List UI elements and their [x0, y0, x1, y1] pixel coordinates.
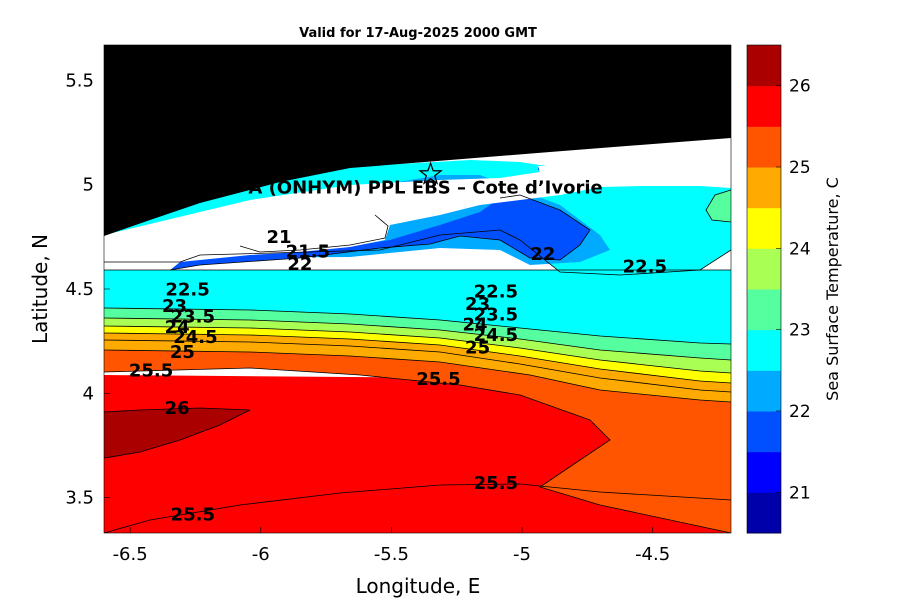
land-mass — [104, 45, 731, 236]
colorbar-swatch — [747, 289, 781, 331]
colorbar-swatch — [747, 411, 781, 453]
contour-label: 23.5 — [474, 304, 518, 325]
colorbar-tick-label: 23 — [789, 321, 811, 341]
colorbar-tick-label: 25 — [789, 158, 811, 178]
site-star-icon — [418, 161, 443, 185]
y-tick-label: 5 — [83, 175, 94, 196]
x-axis: -6.5 -6 -5.5 -5 -4.5 — [113, 527, 670, 565]
contour-label: 25 — [465, 338, 490, 359]
contour-label: 24.5 — [474, 325, 518, 346]
contour-label: 25.5 — [129, 361, 173, 382]
x-tick-label: -6 — [252, 544, 270, 565]
x-tick-label: -6.5 — [113, 544, 148, 565]
y-tick-label: 4.5 — [65, 279, 94, 300]
colorbar-swatch — [747, 370, 781, 412]
contour-label: 25 — [170, 342, 195, 363]
contour-label: 24.5 — [173, 327, 217, 348]
colorbar-swatch — [747, 167, 781, 209]
colorbar-tick-label: 24 — [789, 239, 811, 259]
x-tick-label: -4.5 — [635, 544, 670, 565]
contour-label: 22.5 — [623, 256, 667, 277]
colorbar-tick-label: 21 — [789, 483, 811, 503]
site-label: A (ONHYM) PPL EBS – Cote d’Ivorie — [248, 178, 602, 199]
contour-label: 21 — [267, 227, 292, 248]
x-axis-label: Longitude, E — [356, 574, 481, 598]
y-tick-label: 5.5 — [65, 70, 94, 91]
contour-label: 23 — [162, 296, 187, 317]
y-tick-label: 4 — [83, 383, 94, 404]
contour-label: 21.5 — [286, 242, 330, 263]
chart-title: Valid for 17-Aug-2025 2000 GMT — [299, 26, 537, 41]
contour-label: 22 — [530, 244, 555, 265]
contour-lines — [104, 189, 731, 533]
contour-label: 23.5 — [171, 306, 215, 327]
sst-band-23-23.5 — [104, 308, 731, 360]
contour-label: 22 — [287, 254, 312, 275]
y-tick-label: 3.5 — [65, 488, 94, 509]
contour-label: 22.5 — [474, 281, 518, 302]
colorbar-label: Sea Surface Temperature, C — [823, 177, 842, 401]
colorbar-frame — [746, 44, 782, 534]
contour-label: 22.5 — [165, 279, 209, 300]
sst-band-23-23.5-bump — [706, 190, 731, 222]
colorbar-swatch — [747, 248, 781, 290]
contour-label: 24 — [462, 315, 487, 336]
colorbar: 21 22 23 24 25 26 — [746, 44, 811, 534]
sst-band-25-25.5 — [104, 350, 731, 533]
colorbar-swatch — [747, 451, 781, 493]
colorbar-swatch — [747, 85, 781, 127]
colorbar-tick-label: 26 — [789, 77, 811, 97]
sst-band-22.5-23 — [104, 270, 731, 344]
contour-label: 25.5 — [474, 473, 518, 494]
colorbar-swatch — [747, 492, 781, 534]
colorbar-swatch — [747, 329, 781, 371]
contour-label: 25.5 — [416, 369, 460, 390]
sst-band-26-26.5 — [104, 408, 250, 458]
contour-label: 23 — [465, 294, 490, 315]
colorbar-swatch — [747, 207, 781, 249]
x-tick-label: -5.5 — [374, 544, 409, 565]
colorbar-tick-label: 22 — [789, 402, 811, 422]
sst-band-24-24.5 — [104, 326, 731, 383]
x-tick-label: -5 — [513, 544, 531, 565]
contour-label: 24 — [165, 317, 190, 338]
y-axis-label: Latitude, N — [28, 234, 52, 344]
colorbar-swatch — [747, 126, 781, 168]
contour-label: 26 — [165, 398, 190, 419]
contour-label: 25.5 — [171, 504, 215, 525]
no-data-area — [104, 162, 731, 270]
colorbar-swatch — [747, 45, 781, 87]
y-axis: 3.5 4 4.5 5 5.5 — [65, 70, 110, 509]
sst-band-24-25 — [104, 340, 731, 402]
